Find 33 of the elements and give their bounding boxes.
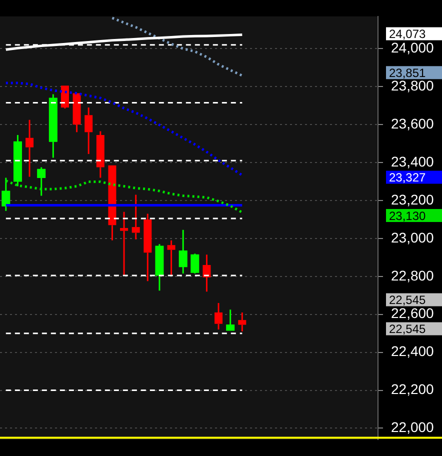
candlestick xyxy=(132,194,140,240)
text: 22,545 xyxy=(389,293,426,308)
candlestick xyxy=(214,302,223,330)
candlestick xyxy=(120,211,128,276)
candlestick xyxy=(238,312,246,332)
y-tick-label: 23,000 xyxy=(391,229,434,246)
y-tick-label: 22,000 xyxy=(391,419,434,436)
text: 22,545 xyxy=(389,322,426,336)
y-tick-label: 23,800 xyxy=(391,77,434,94)
y-tick-label: 22,400 xyxy=(391,343,434,360)
candlestick xyxy=(84,106,93,155)
y-tick-label: 23,200 xyxy=(391,191,434,208)
line-series xyxy=(4,82,244,176)
y-tick-label: 22,800 xyxy=(391,267,434,284)
text: 24,073 xyxy=(389,27,426,42)
candlestick xyxy=(26,119,34,178)
candlestick xyxy=(167,240,176,276)
text: 23,327 xyxy=(389,170,426,185)
y-tick-label: 22,600 xyxy=(391,305,434,322)
candlestick xyxy=(202,254,211,292)
line-series xyxy=(4,179,244,214)
text: 23,851 xyxy=(389,66,426,80)
text: 23,130 xyxy=(389,208,426,223)
candlestick xyxy=(144,213,152,282)
y-tick-label: 24,000 xyxy=(391,40,434,56)
candlestick xyxy=(60,86,69,110)
y-tick-label: 22,200 xyxy=(391,381,434,398)
y-tick-label: 23,600 xyxy=(391,115,434,132)
candlestick xyxy=(108,165,116,242)
candlestick xyxy=(72,93,81,133)
candlestick xyxy=(96,130,104,178)
line-series xyxy=(110,16,244,77)
y-tick-label: 23,400 xyxy=(391,153,434,170)
